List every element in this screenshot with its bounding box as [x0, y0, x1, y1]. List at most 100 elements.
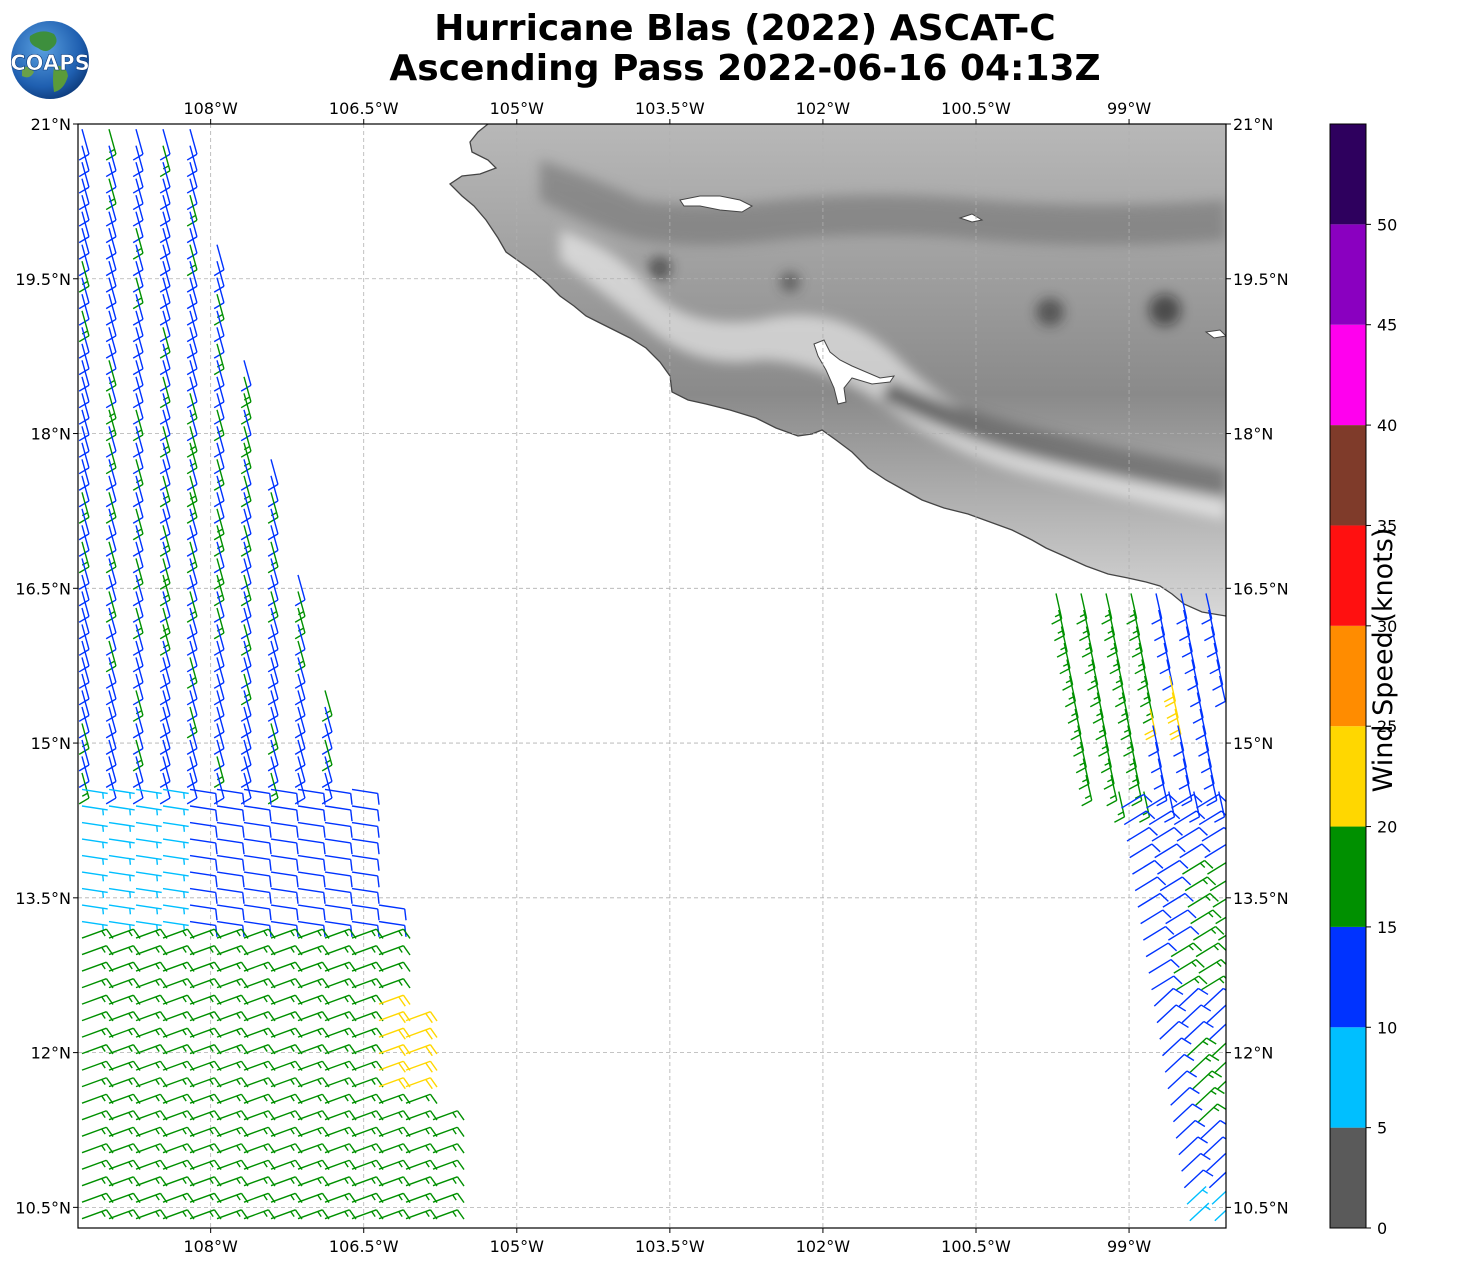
wind-barb: [1106, 774, 1118, 807]
wind-barb: [1140, 909, 1172, 925]
wind-barb: [1187, 659, 1199, 691]
wind-barb: [186, 360, 198, 392]
wind-barb: [270, 887, 299, 904]
wind-barb: [135, 1126, 168, 1137]
wind-barb: [294, 706, 306, 739]
wind-barb: [267, 475, 279, 508]
colorbar-bin: [1330, 726, 1366, 827]
wind-barb: [189, 1176, 222, 1187]
wind-barb: [378, 928, 411, 939]
wind-barb: [1148, 810, 1181, 826]
wind-barb: [213, 541, 225, 574]
wind-barb: [243, 994, 276, 1005]
wind-barb: [378, 961, 411, 972]
wind-barb: [105, 690, 117, 722]
lon-label-top: 102°W: [796, 99, 851, 118]
wind-barb: [297, 821, 326, 838]
wind-barb: [270, 1077, 303, 1088]
wind-barb: [162, 945, 195, 956]
wind-barb: [162, 1209, 195, 1220]
wind-barb: [78, 145, 90, 178]
terrain-shading: [540, 160, 1226, 520]
wind-barb: [213, 376, 225, 409]
wind-barb: [108, 945, 141, 956]
wind-barb: [108, 1027, 141, 1038]
wind-barb: [216, 1176, 249, 1187]
wind-barb: [324, 1176, 357, 1187]
wind-barb: [1146, 793, 1178, 809]
wind-barb: [81, 788, 108, 799]
wind-barb: [162, 838, 189, 849]
wind-barb: [159, 244, 171, 277]
wind-barb: [189, 854, 218, 871]
wind-barb: [132, 640, 144, 673]
lat-label-right: 18°N: [1233, 425, 1273, 444]
wind-barb: [1189, 1202, 1211, 1222]
wind-barb: [105, 756, 117, 788]
lat-label-left: 16.5°N: [15, 579, 71, 598]
wind-barb: [1182, 859, 1214, 875]
wind-barb: [351, 945, 384, 956]
wind-barb: [1162, 1037, 1192, 1057]
wind-barb: [135, 1093, 168, 1104]
wind-barb: [186, 145, 198, 178]
wind-barb: [1183, 1169, 1214, 1189]
wind-barb: [324, 1011, 357, 1022]
wind-barb: [267, 690, 279, 722]
wind-barb: [135, 1027, 168, 1038]
wind-barb: [405, 1011, 438, 1024]
wind-barb: [297, 1093, 330, 1104]
wind-barb: [1173, 810, 1206, 826]
wind-barb: [267, 657, 279, 689]
wind-barb: [81, 1176, 114, 1187]
wind-barb: [105, 145, 117, 178]
wind-barb: [1153, 758, 1165, 790]
wind-barb: [159, 492, 171, 524]
wind-barb: [351, 978, 384, 989]
wind-barb: [243, 1060, 276, 1071]
colorbar-frame: [1329, 123, 1367, 1229]
wind-barb: [78, 360, 90, 392]
wind-barb: [81, 1077, 114, 1088]
wind-barb: [1212, 659, 1224, 691]
wind-barb: [105, 327, 117, 359]
wind-barb: [405, 1077, 438, 1090]
wind-barb: [132, 492, 144, 524]
wind-barb: [405, 1192, 438, 1203]
wind-barb: [1214, 675, 1226, 708]
wind-barb: [432, 1126, 465, 1137]
wind-barb: [270, 1209, 303, 1220]
colorbar-bin: [1330, 1127, 1366, 1228]
wind-barb: [186, 343, 198, 376]
wind-barb: [378, 1077, 411, 1090]
wind-barb: [240, 541, 252, 574]
lat-label-right: 15°N: [1233, 734, 1273, 753]
wind-barb: [324, 788, 353, 805]
wind-barb: [1184, 876, 1217, 892]
wind-barb: [351, 871, 380, 888]
wind-barb: [213, 690, 225, 722]
wind-barb: [297, 1176, 330, 1187]
wind-barb: [270, 1027, 303, 1038]
wind-barb: [159, 343, 171, 376]
wind-barb: [78, 673, 90, 706]
wind-barb: [189, 821, 218, 838]
wind-barb: [1164, 1053, 1195, 1073]
wind-barb: [240, 492, 252, 524]
wind-barb: [378, 1110, 411, 1121]
wind-barb: [159, 211, 171, 244]
wind-barb: [162, 978, 195, 989]
wind-barb: [297, 904, 326, 921]
wind-barb: [1142, 925, 1175, 941]
wind-barb: [270, 961, 303, 972]
wind-barb: [78, 558, 90, 590]
lat-label-left: 13.5°N: [15, 889, 71, 908]
wind-barb: [1217, 934, 1226, 941]
lon-label-top: 105°W: [490, 99, 545, 118]
coaps-logo-icon: COAPS: [10, 21, 90, 99]
wind-barb: [1187, 892, 1219, 908]
wind-barb: [108, 1209, 141, 1220]
wind-barb: [351, 1027, 384, 1038]
wind-barb: [321, 706, 333, 739]
wind-barb: [1184, 1020, 1214, 1040]
